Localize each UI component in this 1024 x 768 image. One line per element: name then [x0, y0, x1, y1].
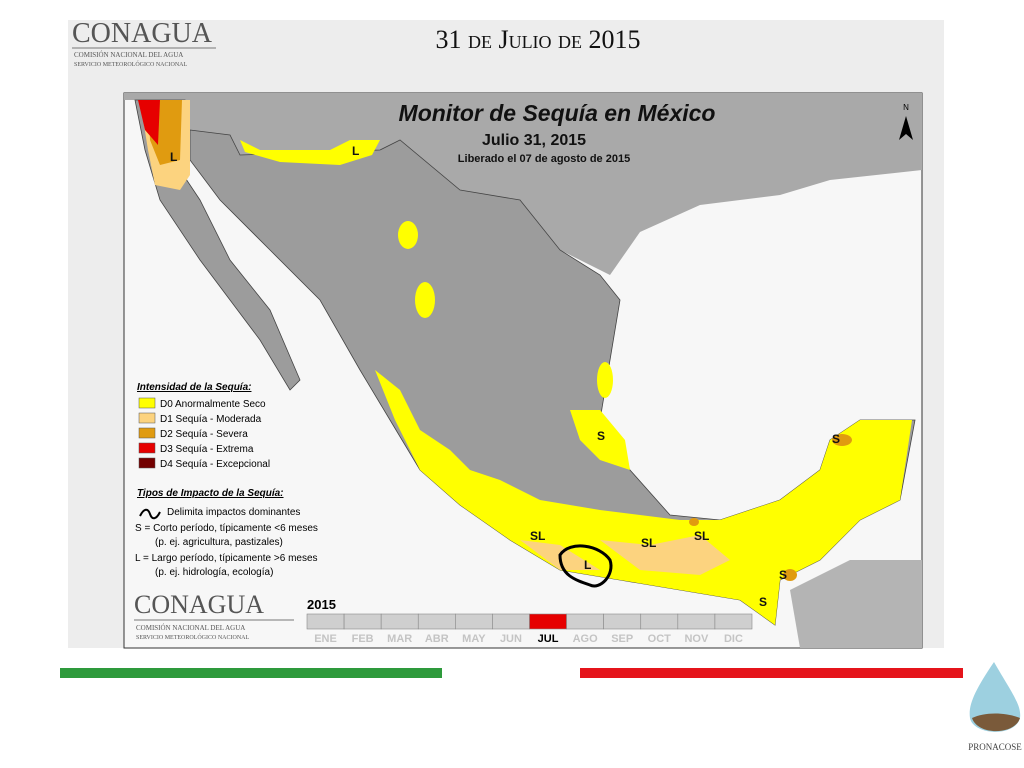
impact-item: S = Corto período, típicamente <6 meses [135, 523, 318, 534]
green-bar [60, 668, 442, 678]
legend-label: D1 Sequía - Moderada [160, 414, 262, 425]
timeline-cell [677, 613, 716, 630]
impact-label: S [597, 429, 605, 443]
timeline-cell [380, 613, 419, 630]
impact-label: L [584, 558, 591, 572]
timeline-cell [529, 613, 567, 630]
impact-label: L [170, 150, 177, 164]
north-arrow [899, 116, 913, 140]
impact-title: Tipos de Impacto de la Sequía: [137, 488, 284, 499]
impact-label: S [779, 568, 787, 582]
impact-label: S [759, 595, 767, 609]
legend-label: D3 Sequía - Extrema [160, 444, 254, 455]
drought-area [240, 140, 380, 165]
timeline-month: JUL [538, 633, 559, 645]
drought-area [415, 282, 435, 318]
drop [969, 662, 1021, 732]
legend-swatch [138, 442, 156, 454]
impact-item: Delimita impactos dominantes [167, 507, 300, 518]
red-bar [580, 668, 963, 678]
impact-item: (p. ej. agricultura, pastizales) [155, 537, 283, 548]
timeline-cell [455, 613, 493, 630]
legend-swatch [138, 397, 156, 409]
drought-area [138, 100, 160, 145]
central-america [790, 560, 922, 648]
map-title: Monitor de Sequía en México [399, 100, 716, 126]
drought-area [398, 221, 418, 249]
drought-areas [138, 100, 912, 625]
drought-area [783, 569, 797, 581]
timeline: ENE FEB MAR ABR MAY JUN JUL AGO SEP OCT NOV DIC [306, 613, 753, 645]
drought-area [600, 535, 730, 575]
impact-label: S [832, 432, 840, 446]
timeline-month: AGO [573, 633, 599, 645]
legend-title: Intensidad de la Sequía: [137, 382, 251, 393]
impact-label: SL [641, 536, 656, 550]
mexico-mainland [189, 129, 916, 626]
timeline-month: MAR [387, 633, 412, 645]
logo-name: CONAGUA [134, 590, 264, 619]
slide-title: 31 de Julio de 2015 [435, 25, 640, 54]
drought-area [689, 518, 699, 526]
timeline-cell [306, 613, 345, 630]
timeline-cell [492, 613, 530, 630]
timeline-month: DIC [724, 633, 743, 645]
drop-base [972, 713, 1020, 732]
timeline-cell [343, 613, 382, 630]
legend-swatch [138, 427, 156, 439]
drought-area [375, 370, 912, 625]
timeline-month: OCT [648, 633, 672, 645]
impact-label: SL [694, 529, 709, 543]
pronacose-logo: PRONACOSE [968, 662, 1022, 752]
logo-line: COMISIÓN NACIONAL DEL AGUA [136, 624, 245, 632]
footer-logo: PRONACOSE [968, 742, 1022, 752]
timeline-month: NOV [684, 633, 709, 645]
map-released: Liberado el 07 de agosto de 2015 [458, 153, 630, 165]
timeline-month: ENE [314, 633, 337, 645]
legend-label: D2 Sequía - Severa [160, 429, 248, 440]
impact-legend: Tipos de Impacto de la Sequía: Delimita … [135, 488, 318, 578]
logo-name: CONAGUA [72, 18, 213, 49]
map-date: Julio 31, 2015 [482, 132, 586, 149]
drought-area [570, 410, 630, 470]
timeline-month: ABR [425, 633, 449, 645]
timeline-month: MAY [462, 633, 486, 645]
legend-label: D4 Sequía - Excepcional [160, 459, 270, 470]
impact-labels: L L S S SL SL SL L S S [170, 144, 840, 609]
legend-label: D0 Anormalmente Seco [160, 399, 266, 410]
logo-line: COMISIÓN NACIONAL DEL AGUA [74, 51, 183, 59]
legend-swatch [138, 457, 156, 469]
impact-item: (p. ej. hidrología, ecología) [155, 567, 273, 578]
timeline-month: SEP [611, 633, 633, 645]
impact-item: L = Largo período, típicamente >6 meses [135, 553, 318, 564]
drought-area [597, 362, 613, 398]
timeline-cell [566, 613, 604, 630]
legend: Intensidad de la Sequía: D0 Anormalmente… [137, 382, 270, 470]
map: L L S S SL SL SL L S S Monitor de Sequía… [123, 92, 923, 649]
north-label: N [903, 103, 909, 112]
legend-swatch [138, 412, 156, 424]
timeline-cell [640, 613, 679, 630]
drought-area [832, 434, 852, 446]
logo-line: SERVICIO METEOROLÓGICO NACIONAL [136, 633, 250, 641]
timeline-year: 2015 [307, 597, 336, 612]
timeline-cell [603, 613, 642, 630]
timeline-month: FEB [352, 633, 374, 645]
timeline-cell [714, 613, 753, 630]
impact-symbol [139, 508, 161, 520]
logo-line: SERVICIO METEOROLÓGICO NACIONAL [74, 60, 188, 68]
impact-boundary [558, 544, 613, 588]
impact-label: SL [530, 529, 545, 543]
usa [124, 93, 922, 275]
impact-label: L [352, 144, 359, 158]
timeline-cell [417, 613, 456, 630]
timeline-month: JUN [500, 633, 522, 645]
